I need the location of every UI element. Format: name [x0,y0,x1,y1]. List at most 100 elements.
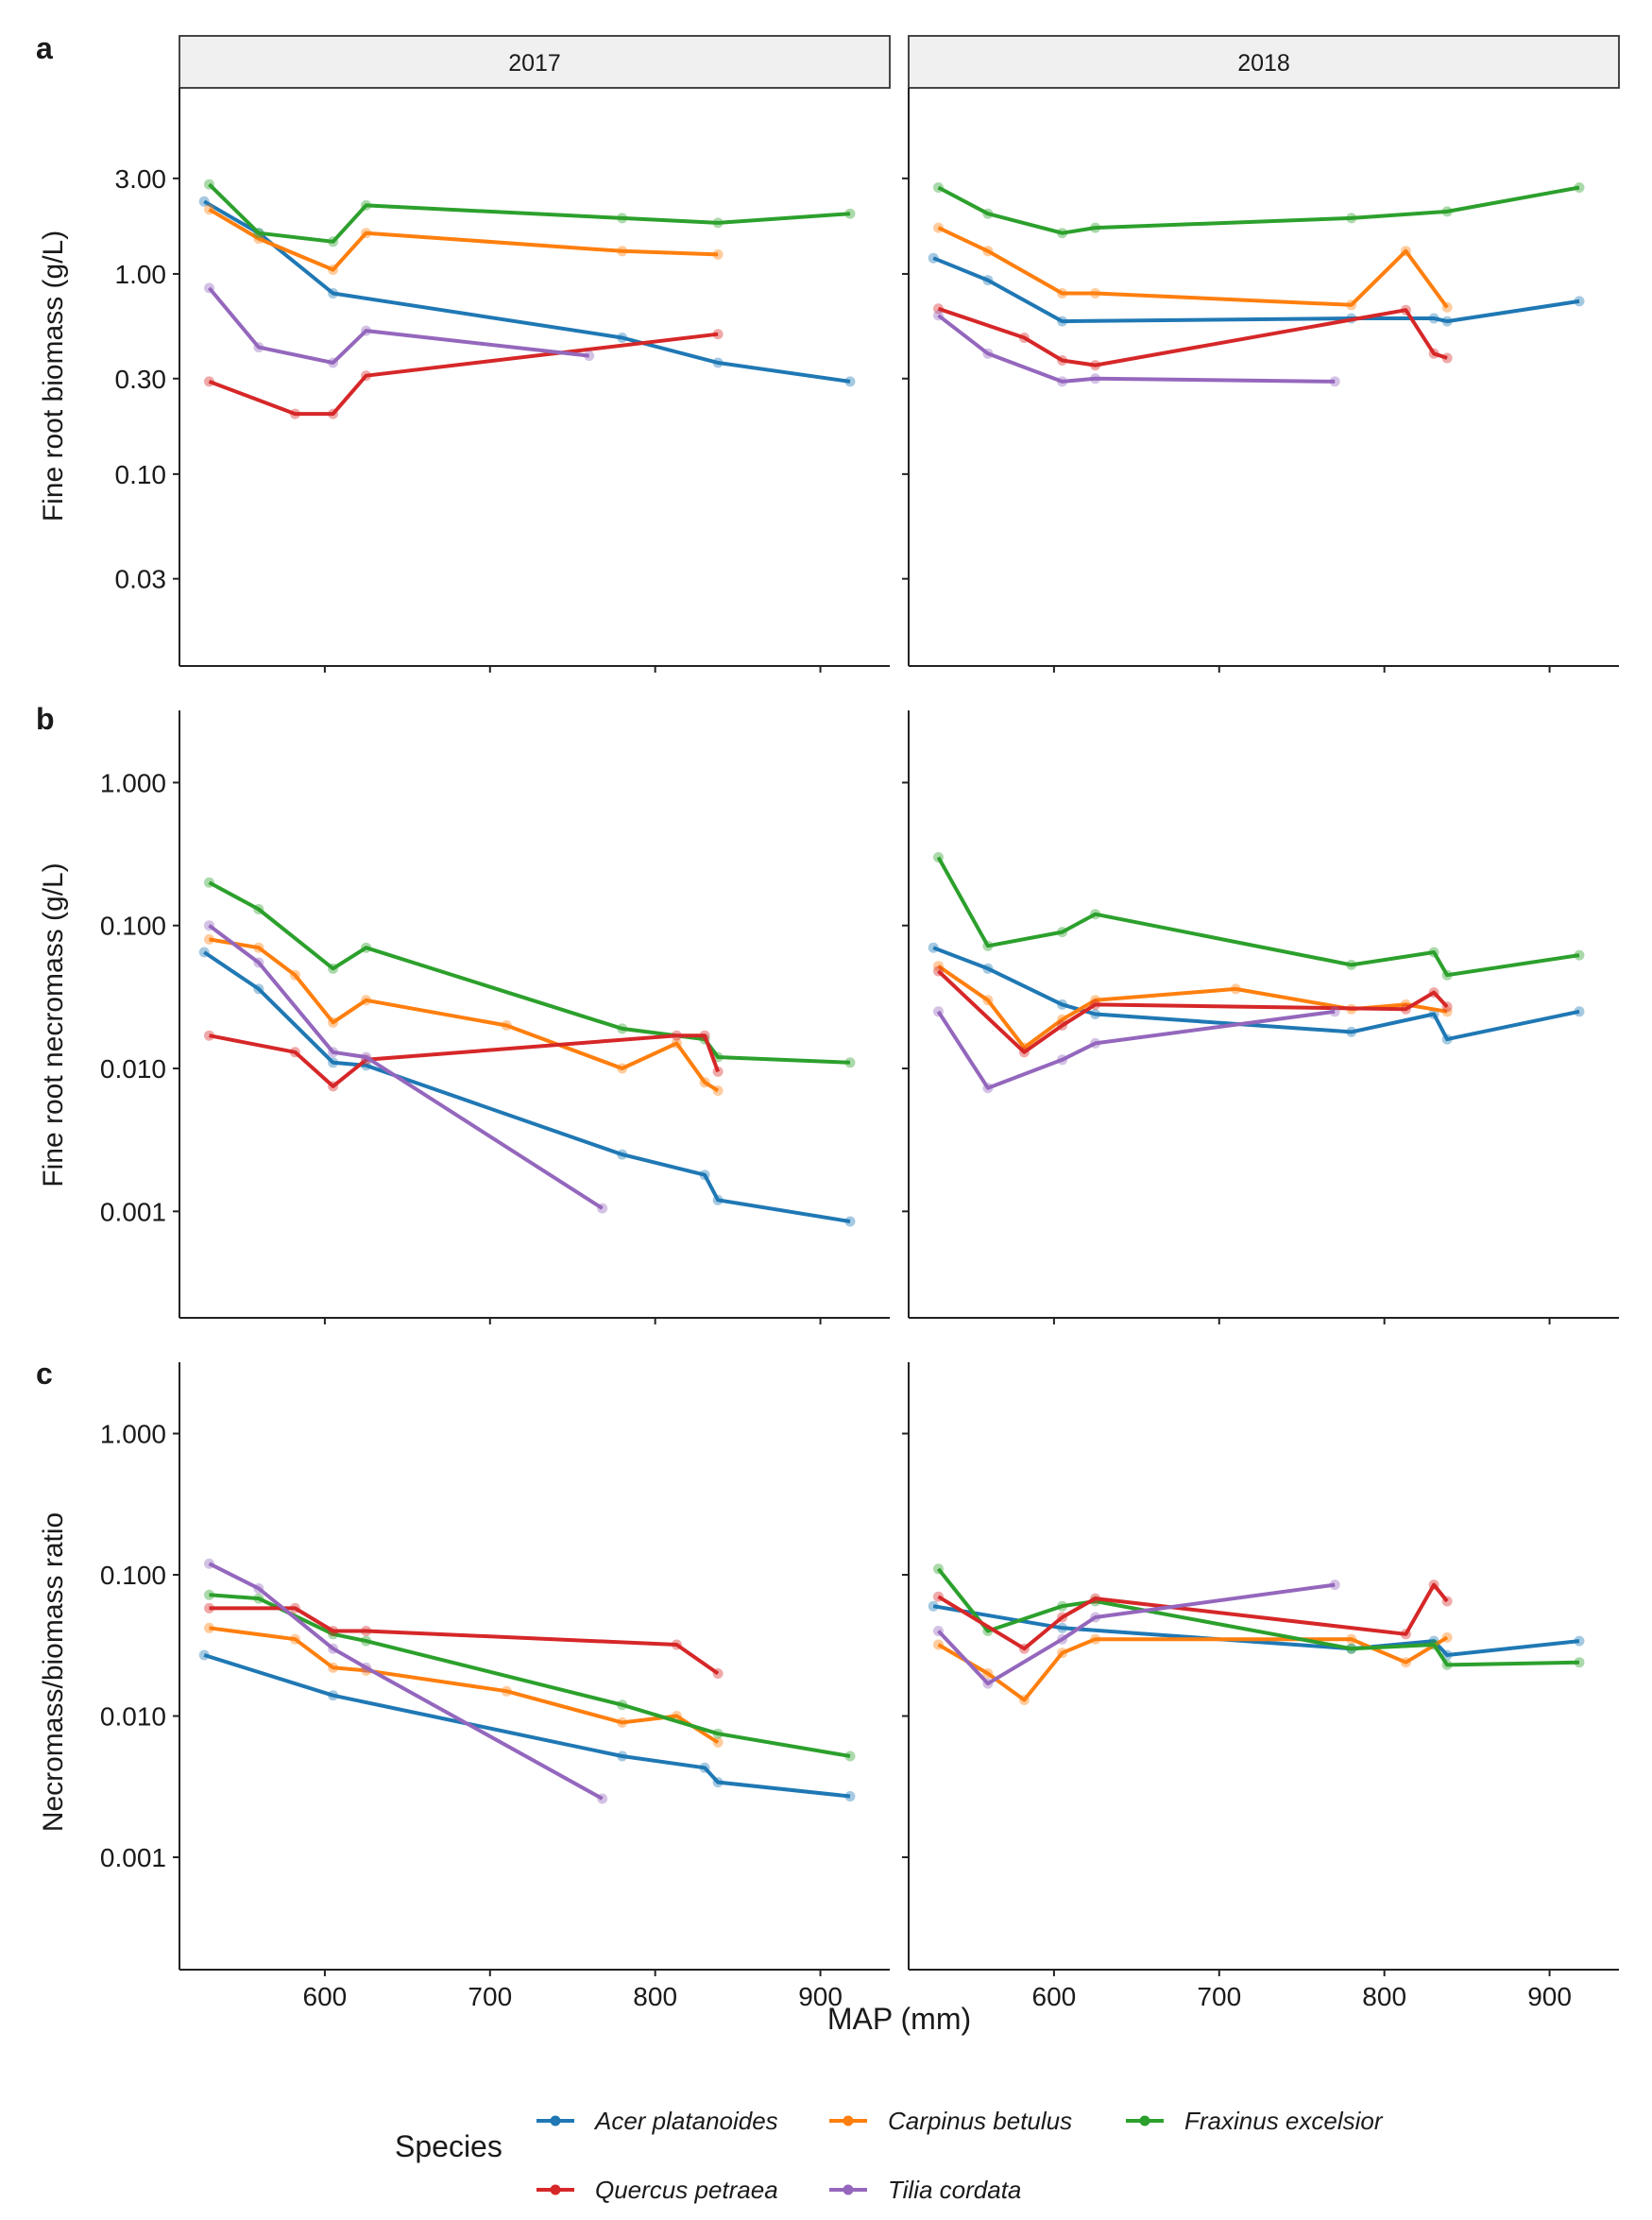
data-point [699,1077,710,1088]
series-line-tilia-cordata [936,1009,1336,1090]
data-point [328,1016,339,1028]
series-fraxinus-excelsior [933,182,1585,239]
data-point [617,1063,628,1074]
data-point [328,357,339,368]
series-quercus-petraea [933,303,1453,371]
legend-item-carpinus-betulus: Carpinus betulus [829,2107,1072,2135]
legend: Species Acer platanoides Carpinus betulus… [395,2107,1384,2204]
y-tick-label: 0.001 [100,1197,166,1226]
series-fraxinus-excelsior [933,852,1585,981]
data-point [1057,376,1068,387]
data-point [501,1020,512,1031]
data-point [361,370,372,382]
data-point [328,408,339,419]
data-point [617,1699,628,1711]
data-point [712,1728,724,1739]
data-point [699,1170,710,1181]
data-point [1346,1633,1357,1645]
data-point [361,325,372,336]
panel-tag-c: c [36,1357,53,1391]
series-line-carpinus-betulus [209,937,720,1093]
data-point [198,1649,210,1661]
data-point [1428,348,1439,359]
data-point [361,1051,372,1063]
x-tick-label: 900 [1527,1982,1572,2011]
data-point [928,252,939,264]
series-line-tilia-cordata [208,1562,604,1801]
legend-item-tilia-cordata: Tilia cordata [829,2176,1021,2204]
legend-item-quercus-petraea: Quercus petraea [536,2176,778,2204]
data-point [1441,969,1453,981]
data-point [1346,1026,1357,1037]
data-point [204,179,214,190]
data-point [699,1762,710,1773]
data-point [289,1602,300,1614]
data-point [712,1777,724,1788]
data-point [1441,206,1453,217]
data-point [1057,288,1068,299]
data-point [1057,1020,1068,1031]
data-point [617,333,628,343]
data-point [982,208,994,219]
data-point [361,995,372,1006]
series-line-quercus-petraea [937,969,1449,1054]
data-point [712,1668,724,1679]
data-point [253,957,264,968]
data-point [597,1203,608,1214]
data-point [982,1668,994,1679]
data-point [844,1057,856,1068]
y-tick-label: 0.010 [100,1702,166,1732]
series-line-quercus-petraea [208,332,719,417]
data-point [712,248,724,260]
series-tilia-cordata [933,310,1340,387]
data-point [328,288,339,299]
data-point [933,1591,944,1602]
x-tick-label: 600 [303,1982,348,2011]
data-point [982,940,994,951]
data-point [1057,1622,1068,1633]
y-axis-title-a: Fine root biomass (g/L) [38,231,69,521]
data-point [1441,1001,1453,1013]
data-point [1346,959,1357,970]
data-point [982,1678,994,1689]
data-point [712,217,724,229]
data-point [1428,947,1439,958]
data-point [1329,1580,1340,1591]
panel-a-2017: 0.03 0.10 0.30 1.00 3.00 [115,88,890,673]
data-point [1400,246,1411,257]
series-line-carpinus-betulus [208,207,719,272]
data-point [844,1216,856,1227]
data-point [844,376,856,387]
data-point [933,182,944,193]
series-tilia-cordata [204,1558,608,1804]
x-tick-label: 800 [633,1982,677,2011]
legend-label-carpinus-betulus: Carpinus betulus [888,2107,1072,2135]
data-point [1090,288,1101,299]
series-line-tilia-cordata [937,314,1336,384]
panel-c-2017: 0.001 0.010 0.100 1.000 600 700 800 900 [100,1362,890,2011]
data-point [712,1066,724,1077]
series-line-fraxinus-excelsior [208,880,851,1065]
series-carpinus-betulus [204,933,724,1096]
series-line-acer-platanoides [203,199,851,384]
data-point [712,1737,724,1748]
series-line-acer-platanoides [203,1653,851,1799]
data-point [1057,1600,1068,1612]
data-point [198,947,210,958]
data-point [328,1626,339,1636]
data-point [1400,1657,1411,1668]
data-point [597,1793,608,1804]
data-point [617,1023,628,1034]
data-point [361,199,372,211]
series-line-carpinus-betulus [937,965,1448,1050]
data-point [1057,1612,1068,1623]
data-point [1057,355,1068,366]
facet-label-2018: 2018 [1237,50,1290,77]
y-tick-label: 0.100 [100,912,166,941]
data-point [204,877,214,888]
legend-label-quercus-petraea: Quercus petraea [595,2176,778,2204]
data-point [289,969,300,981]
data-point [1057,927,1068,938]
data-point [1441,1006,1453,1017]
